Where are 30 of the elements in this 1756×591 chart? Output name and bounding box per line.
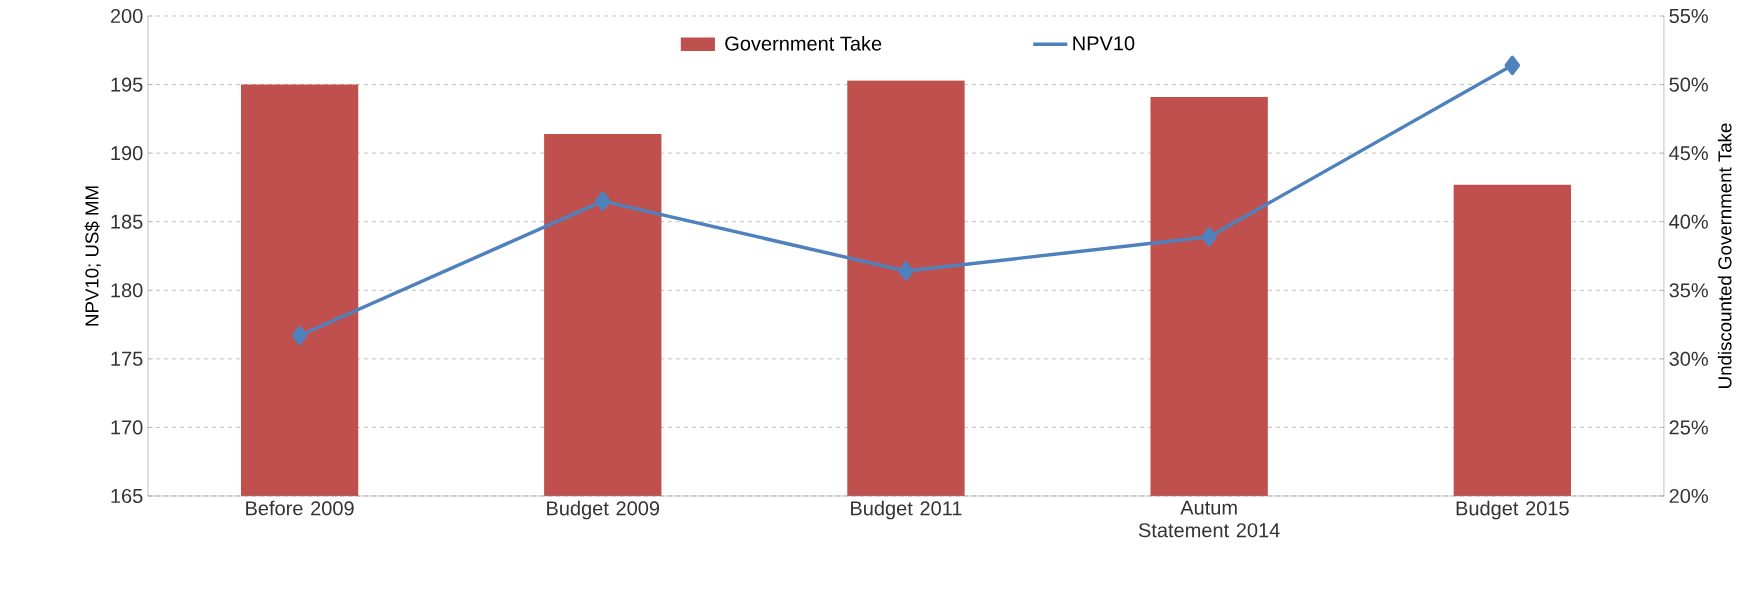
x-tick-label: Before 2009 [246, 500, 354, 516]
y-tick-label: 190 [111, 146, 143, 161]
y2-tick-label: 30% [1669, 351, 1708, 367]
x-tick-label: Budget 2009 [547, 500, 660, 520]
y-axis-title: NPV10; US$ MM [84, 186, 101, 326]
legend-label: NPV10 [1073, 36, 1135, 51]
legend-label: Government Take [725, 36, 882, 51]
point [595, 191, 611, 212]
y-tick-label: 180 [111, 283, 143, 298]
y2-tick-label: 25% [1669, 420, 1708, 435]
x-tick-label: Budget 2015 [1456, 500, 1569, 520]
y-tick-label: 170 [111, 420, 143, 435]
y2-tick-label: 50% [1669, 77, 1708, 92]
y-tick-label: 200 [110, 9, 143, 24]
y2-tick-label: 20% [1669, 489, 1708, 504]
point [1201, 227, 1217, 247]
y2-tick-label: 35% [1669, 283, 1708, 298]
x-tick-label: Budget 2011 [851, 500, 962, 520]
point [898, 261, 914, 281]
y-tick-label: 195 [111, 77, 143, 92]
y2-tick-label: 40% [1669, 214, 1708, 229]
y2-tick-label: 55% [1669, 9, 1708, 24]
point [1504, 55, 1521, 76]
y2-tick-label: 45% [1669, 146, 1708, 161]
y-tick-label: 175 [111, 352, 143, 366]
y-tick-label: 165 [111, 489, 143, 504]
y2-axis-title: Undiscounted Government Take [1717, 123, 1732, 389]
x-tick-label: Autum Statement 2014 [1138, 500, 1280, 538]
y-tick-label: 185 [111, 214, 143, 229]
point [291, 325, 308, 346]
